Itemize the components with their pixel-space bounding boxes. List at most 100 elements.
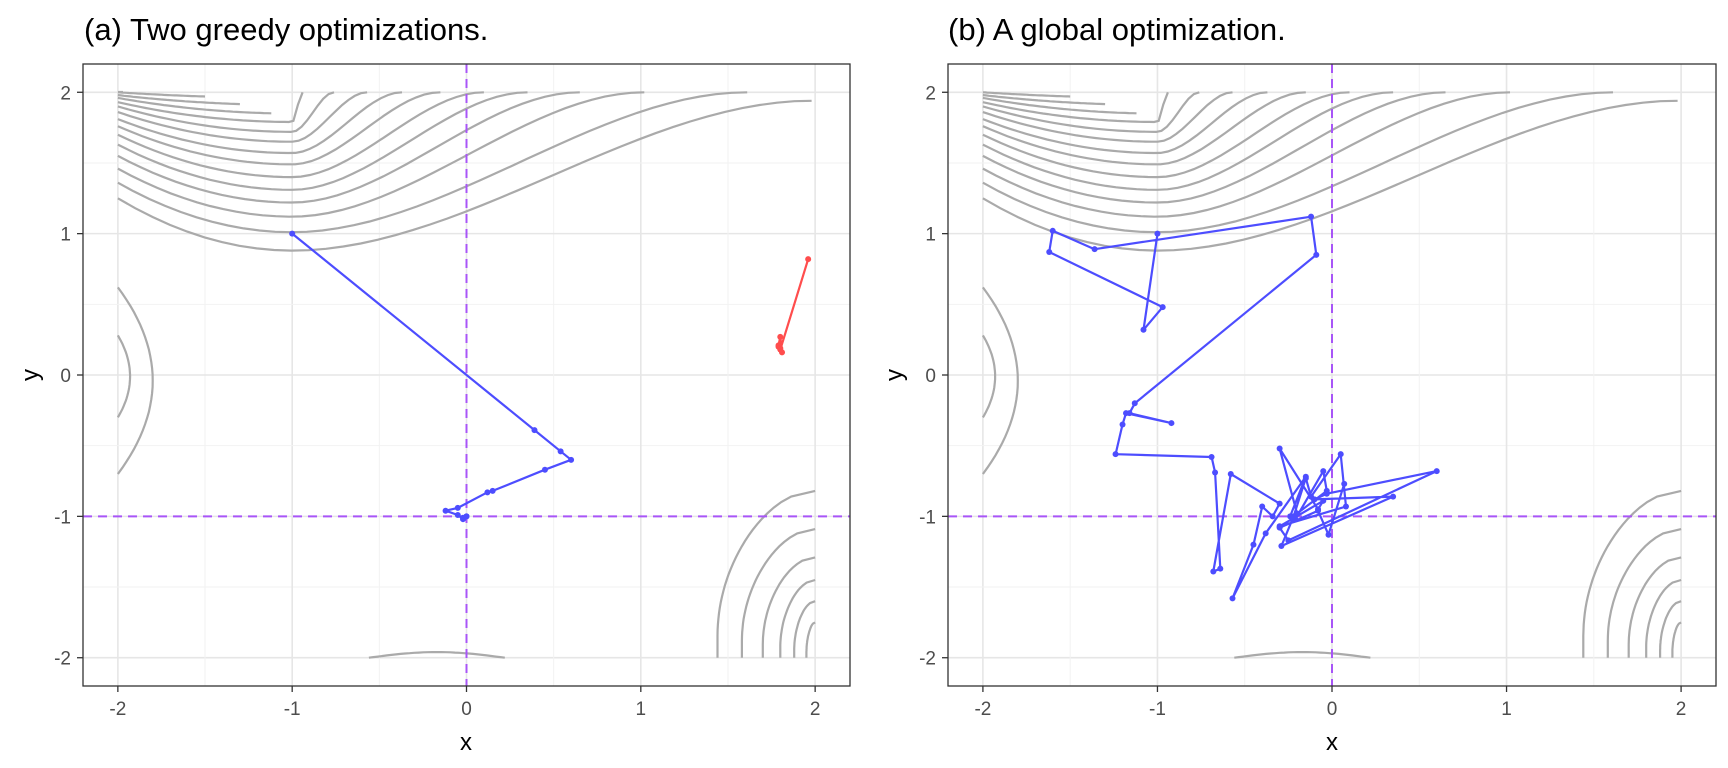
data-point: [1342, 503, 1349, 510]
panel-b-title: (b) A global optimization.: [948, 12, 1286, 47]
data-point: [1168, 420, 1175, 427]
data-point: [463, 513, 470, 520]
panel-b-series: [1046, 213, 1440, 602]
y-tick-label: 2: [60, 83, 71, 104]
x-tick-label: 0: [1327, 699, 1338, 720]
x-tick-label: 2: [810, 699, 821, 720]
x-tick-label: 1: [636, 699, 647, 720]
data-point: [489, 487, 496, 494]
data-point: [454, 504, 461, 511]
contour-line: [982, 91, 1394, 191]
contour-line: [368, 651, 505, 659]
data-point: [1313, 251, 1320, 258]
contour-line: [117, 91, 403, 155]
contour-line: [117, 91, 528, 191]
contour-line: [793, 600, 816, 658]
x-tick-label: 0: [461, 699, 472, 720]
contour-line: [117, 91, 748, 234]
contour-line: [982, 91, 1071, 98]
data-point: [1311, 496, 1318, 503]
y-tick-label: 1: [60, 225, 71, 246]
y-tick-label: 0: [925, 366, 936, 387]
data-point: [1302, 475, 1309, 482]
x-tick-label: 1: [1501, 699, 1512, 720]
data-point: [1123, 410, 1130, 417]
data-point: [777, 345, 784, 352]
contour-line: [982, 91, 1614, 234]
contour-line: [982, 91, 1200, 134]
data-point: [1212, 469, 1219, 476]
data-point: [1290, 513, 1297, 520]
panel-a-xlabel: x: [460, 729, 472, 756]
data-point: [805, 256, 812, 263]
y-tick-label: 1: [925, 225, 936, 246]
contour-line: [761, 556, 816, 658]
y-tick-label: -2: [54, 649, 71, 670]
data-point: [531, 427, 538, 434]
data-point: [289, 230, 296, 237]
contour-line: [779, 578, 816, 658]
y-tick-label: 0: [60, 366, 71, 387]
contour-line: [117, 286, 154, 475]
data-point: [557, 448, 564, 455]
contour-line: [982, 91, 1306, 166]
contour-line: [117, 96, 272, 115]
y-tick-label: -2: [919, 649, 936, 670]
data-point: [1320, 497, 1327, 504]
data-point: [1276, 500, 1283, 507]
contour-line: [982, 91, 1268, 155]
panel-a-ylabel: y: [17, 369, 44, 381]
data-point: [1278, 543, 1285, 550]
contour-line: [1234, 651, 1371, 659]
panel-a: (a) Two greedy optimizations. -2 -1 0 1 2-2-…: [17, 12, 851, 756]
contour-line: [982, 91, 1233, 143]
contour-line: [982, 91, 1511, 218]
contour-line: [1671, 621, 1682, 658]
x-tick-label: -1: [1149, 699, 1166, 720]
panel-b-contour-lines: [981, 91, 1682, 659]
contour-line: [117, 91, 206, 98]
contour-line: [117, 94, 240, 106]
data-point: [454, 511, 461, 518]
data-point: [1229, 595, 1236, 602]
contour-line: [982, 94, 1106, 106]
data-point: [1276, 524, 1283, 531]
contour-line: [117, 91, 484, 179]
x-tick-label: 2: [1676, 699, 1687, 720]
contour-line: [740, 528, 816, 658]
data-point: [1315, 507, 1322, 514]
data-point: [1259, 503, 1266, 510]
contour-line: [117, 91, 645, 218]
data-point: [442, 507, 449, 514]
panel-a-title: (a) Two greedy optimizations.: [84, 12, 488, 47]
panel-b-xlabel: x: [1326, 729, 1338, 756]
x-tick-label: -2: [974, 699, 991, 720]
contour-line: [1582, 489, 1682, 658]
data-point: [541, 466, 548, 473]
data-point: [1208, 453, 1215, 460]
data-point: [1433, 468, 1440, 475]
contour-line: [117, 91, 441, 166]
data-point: [1131, 400, 1138, 407]
panel-b: (b) A global optimization. -2 -1 0 1 2 -2 -1 0 1…: [881, 12, 1717, 756]
contour-line: [117, 91, 580, 204]
data-point: [484, 489, 491, 496]
data-point: [1262, 530, 1269, 537]
data-point: [1227, 470, 1234, 477]
data-point: [1325, 531, 1332, 538]
data-point: [1159, 304, 1166, 311]
contour-line: [117, 91, 368, 143]
data-point: [1250, 541, 1257, 548]
y-tick-label: 2: [925, 83, 936, 104]
contour-line: [117, 91, 304, 124]
panel-b-ticks: -2 -1 0 1 2 -2 -1 0 1 2: [919, 83, 1686, 720]
data-point: [568, 456, 575, 463]
data-point: [1046, 249, 1053, 256]
data-point: [1210, 568, 1217, 575]
data-point: [1276, 445, 1283, 452]
contour-line: [982, 286, 1019, 475]
data-point: [1285, 537, 1292, 544]
data-point: [1337, 451, 1344, 458]
contour-line: [982, 91, 1169, 124]
